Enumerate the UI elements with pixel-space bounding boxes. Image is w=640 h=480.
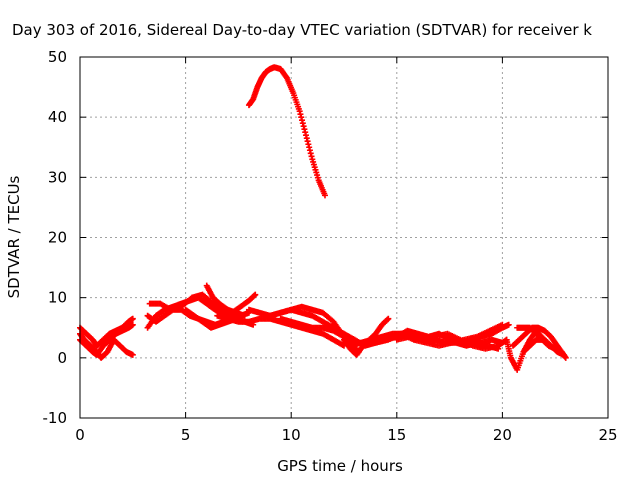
data-point (562, 354, 569, 361)
chart-title: Day 303 of 2016, Sidereal Day-to-day VTE… (12, 21, 592, 39)
x-tick-label: 20 (493, 426, 512, 444)
data-series (467, 321, 512, 343)
y-axis-label: SDTVAR / TECUs (5, 175, 23, 298)
y-tick-label: 30 (48, 168, 67, 186)
y-tick-label: 50 (48, 48, 67, 66)
data-series (393, 330, 510, 352)
y-tick-label: 0 (57, 349, 67, 367)
data-series (77, 330, 136, 361)
data-series (277, 315, 358, 349)
x-tick-label: 0 (75, 426, 85, 444)
x-tick-label: 25 (598, 426, 617, 444)
x-tick-label: 5 (181, 426, 191, 444)
data-series (514, 324, 569, 361)
data-point (321, 192, 328, 199)
data-point (129, 321, 136, 328)
data-marks (77, 64, 569, 373)
y-tick-label: -10 (43, 409, 68, 427)
data-point (505, 321, 512, 328)
data-point (385, 315, 392, 322)
y-tick-label: 20 (48, 229, 67, 247)
data-point (241, 312, 248, 319)
plot-frame (79, 56, 609, 419)
y-tick-label: 10 (48, 289, 67, 307)
data-point (129, 351, 136, 358)
data-series (245, 64, 328, 199)
y-tick-label: 40 (48, 108, 67, 126)
data-series (203, 282, 248, 319)
x-axis-label: GPS time / hours (277, 457, 403, 475)
x-tick-label: 10 (282, 426, 301, 444)
data-point (129, 315, 136, 322)
x-tick-label: 15 (387, 426, 406, 444)
axis-ticks: 0 5 10 15 20 25 -10 0 10 20 30 40 50 (43, 48, 618, 444)
grid (80, 57, 608, 418)
data-point (252, 291, 259, 298)
